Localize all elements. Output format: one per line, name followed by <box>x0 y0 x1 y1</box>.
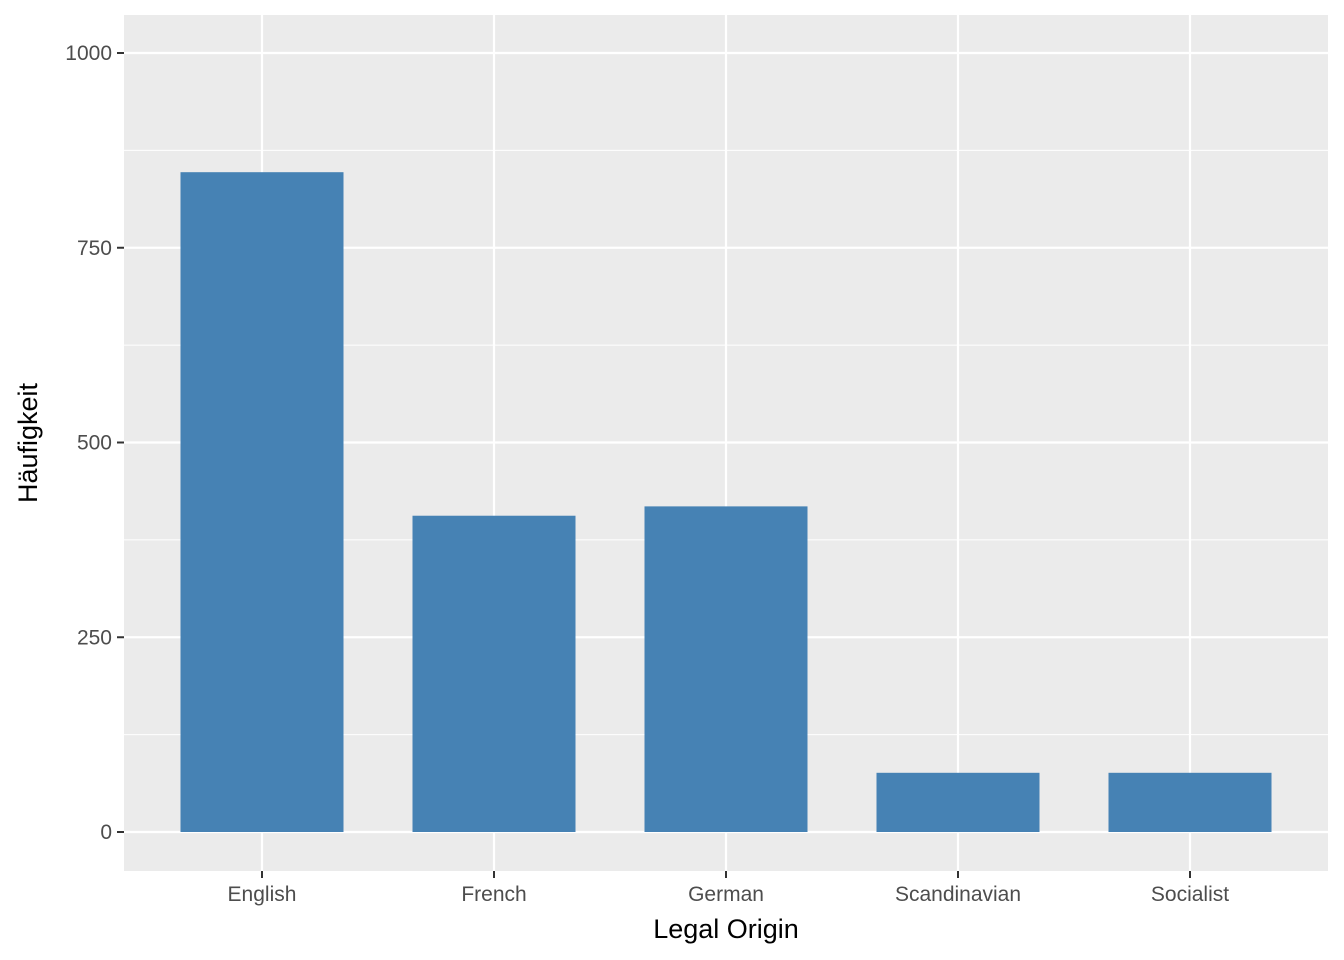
y-axis-title: Häufigkeit <box>13 382 43 503</box>
y-tick-label: 250 <box>77 626 112 649</box>
bar <box>876 772 1040 832</box>
bar <box>180 172 344 832</box>
bars <box>180 172 1272 832</box>
x-tick-label: Socialist <box>1151 883 1229 906</box>
y-tick-label: 0 <box>100 821 112 844</box>
y-tick-label: 750 <box>77 237 112 260</box>
bar <box>412 515 576 832</box>
bar <box>1108 772 1272 832</box>
x-tick-label: English <box>228 883 297 906</box>
x-tick-label: German <box>688 883 764 906</box>
y-tick-label: 500 <box>77 432 112 455</box>
x-tick-label: Scandinavian <box>895 883 1021 906</box>
x-tick-label: French <box>461 883 526 906</box>
x-axis-title: Legal Origin <box>653 914 799 944</box>
x-axis: English French German Scandinavian Socialist <box>228 871 1229 906</box>
bar <box>644 506 808 832</box>
y-tick-label: 1000 <box>65 42 112 65</box>
y-axis: 0 250 500 750 1000 <box>65 42 124 844</box>
